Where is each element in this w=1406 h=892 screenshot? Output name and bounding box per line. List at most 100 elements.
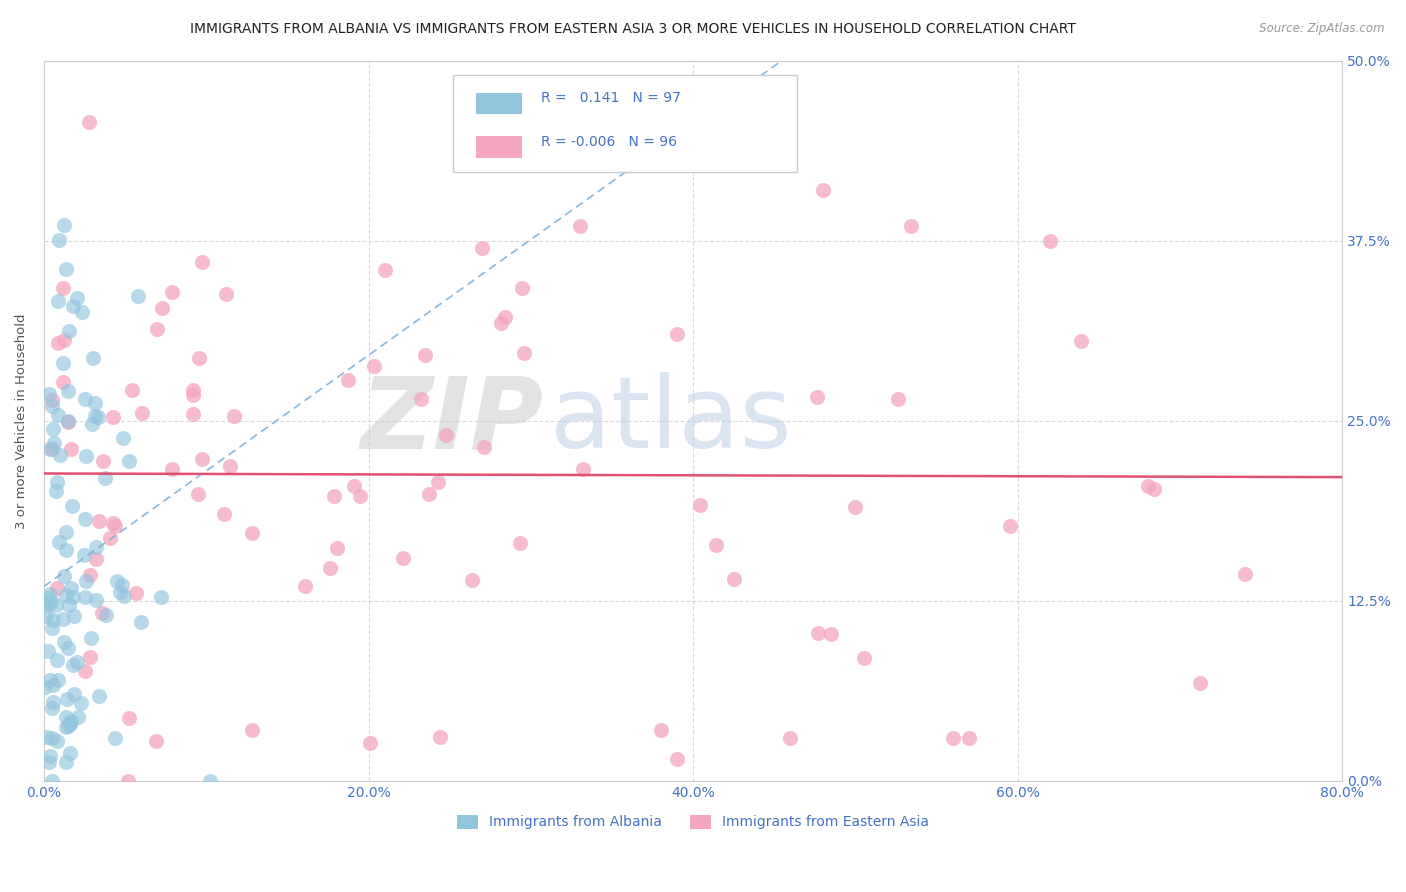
Point xyxy=(73,512,96,526)
Point xyxy=(112,589,135,603)
Point xyxy=(46,673,69,687)
Point xyxy=(191,451,214,466)
Point xyxy=(45,475,67,489)
Point xyxy=(65,655,87,669)
Point xyxy=(131,406,153,420)
Point xyxy=(160,285,183,299)
Point xyxy=(59,717,82,731)
Point xyxy=(80,417,103,431)
Legend: Immigrants from Albania, Immigrants from Eastern Asia: Immigrants from Albania, Immigrants from… xyxy=(451,809,935,835)
Point xyxy=(108,584,131,599)
Point xyxy=(53,635,76,649)
Point xyxy=(337,373,360,387)
Point xyxy=(46,653,69,667)
Point xyxy=(73,548,96,562)
Point xyxy=(1136,478,1159,492)
Point xyxy=(811,183,834,197)
Point xyxy=(363,359,385,373)
Point xyxy=(187,487,209,501)
Point xyxy=(48,535,70,549)
Point xyxy=(84,552,107,566)
Point xyxy=(118,454,141,468)
Point xyxy=(55,588,77,602)
Point xyxy=(38,755,60,769)
Point xyxy=(55,262,77,277)
Point xyxy=(222,409,245,423)
Point xyxy=(55,543,77,558)
Point xyxy=(37,591,59,606)
Point xyxy=(75,664,97,678)
Point xyxy=(37,644,59,658)
Point xyxy=(84,395,107,409)
Point xyxy=(60,581,83,595)
Text: atlas: atlas xyxy=(550,372,792,469)
Point xyxy=(91,454,114,468)
Point xyxy=(319,561,342,575)
Point xyxy=(45,734,67,748)
Point xyxy=(723,572,745,586)
Point xyxy=(294,579,316,593)
Point xyxy=(75,574,97,588)
Point xyxy=(84,540,107,554)
Point xyxy=(650,723,672,738)
Point xyxy=(689,498,711,512)
Point xyxy=(101,516,124,531)
Point xyxy=(1189,675,1212,690)
Point xyxy=(413,348,436,362)
Point xyxy=(55,524,77,539)
Point xyxy=(105,574,128,588)
Point xyxy=(70,304,93,318)
Point xyxy=(474,440,496,454)
Point xyxy=(191,255,214,269)
Point xyxy=(1039,234,1062,248)
Point xyxy=(127,288,149,302)
Point xyxy=(60,500,83,514)
Point xyxy=(111,577,134,591)
Y-axis label: 3 or more Vehicles in Household: 3 or more Vehicles in Household xyxy=(15,313,28,529)
Point xyxy=(887,392,910,406)
Point xyxy=(52,218,75,232)
Point xyxy=(392,550,415,565)
Point xyxy=(101,409,124,424)
Text: R = -0.006   N = 96: R = -0.006 N = 96 xyxy=(541,135,678,149)
Point xyxy=(45,598,67,612)
Point xyxy=(806,390,828,404)
Point xyxy=(572,461,595,475)
Point xyxy=(52,356,75,370)
Point xyxy=(1000,519,1022,533)
Point xyxy=(509,536,531,550)
Point xyxy=(56,415,79,429)
Point xyxy=(48,448,70,462)
Point xyxy=(125,586,148,600)
Point xyxy=(55,720,77,734)
Point xyxy=(41,731,63,745)
Point xyxy=(46,409,69,423)
Point xyxy=(150,301,173,315)
Point xyxy=(52,376,75,390)
Point xyxy=(181,383,204,397)
Point xyxy=(42,613,65,627)
Point xyxy=(957,731,980,745)
Point xyxy=(41,442,63,456)
Point xyxy=(666,327,689,342)
Point xyxy=(63,687,86,701)
Point xyxy=(343,479,366,493)
Point xyxy=(59,442,82,457)
Point xyxy=(129,615,152,629)
Point xyxy=(94,608,117,623)
Point xyxy=(87,410,110,425)
Point xyxy=(188,351,211,366)
Point xyxy=(460,573,482,587)
Point xyxy=(349,489,371,503)
Point xyxy=(39,442,62,456)
Point xyxy=(121,383,143,397)
Point xyxy=(568,219,591,234)
Point xyxy=(429,730,451,744)
Point xyxy=(84,592,107,607)
Point xyxy=(104,731,127,746)
Point xyxy=(118,711,141,725)
Point xyxy=(83,409,105,423)
Point xyxy=(489,316,512,330)
Point xyxy=(198,773,221,788)
Point xyxy=(510,281,533,295)
